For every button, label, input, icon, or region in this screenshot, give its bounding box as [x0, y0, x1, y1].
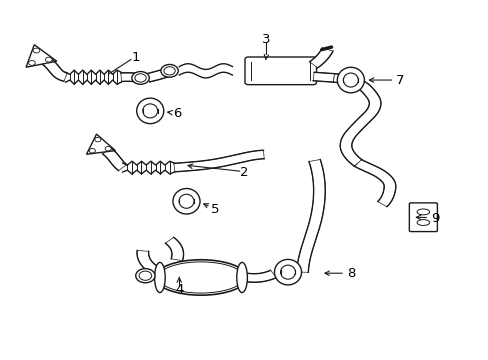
Ellipse shape: [236, 262, 247, 293]
Circle shape: [161, 64, 178, 77]
Polygon shape: [86, 134, 115, 154]
Polygon shape: [354, 159, 395, 207]
Text: 3: 3: [262, 33, 270, 46]
Text: 5: 5: [211, 203, 219, 216]
Text: 1: 1: [131, 50, 140, 63]
Polygon shape: [146, 68, 171, 82]
Ellipse shape: [173, 189, 200, 214]
Text: 6: 6: [172, 107, 181, 120]
Circle shape: [33, 48, 40, 53]
Polygon shape: [245, 270, 276, 282]
Ellipse shape: [337, 67, 364, 93]
Polygon shape: [137, 251, 163, 276]
Polygon shape: [333, 74, 380, 166]
Polygon shape: [165, 237, 183, 261]
Circle shape: [105, 147, 111, 151]
Text: 2: 2: [240, 166, 248, 179]
FancyBboxPatch shape: [244, 57, 316, 85]
Text: 9: 9: [430, 212, 439, 225]
Polygon shape: [26, 45, 57, 67]
Polygon shape: [121, 73, 142, 82]
Ellipse shape: [154, 262, 165, 293]
Polygon shape: [296, 159, 325, 272]
Polygon shape: [309, 48, 332, 68]
Circle shape: [95, 138, 101, 142]
Polygon shape: [312, 72, 334, 82]
Circle shape: [45, 57, 52, 62]
Ellipse shape: [155, 260, 246, 295]
Circle shape: [132, 72, 149, 84]
Circle shape: [136, 269, 155, 283]
Text: 7: 7: [395, 73, 404, 86]
Ellipse shape: [137, 98, 163, 123]
Text: 4: 4: [175, 283, 183, 296]
Polygon shape: [42, 58, 67, 81]
Text: 8: 8: [346, 267, 354, 280]
Polygon shape: [102, 148, 126, 171]
Circle shape: [89, 148, 95, 153]
Circle shape: [28, 60, 35, 66]
Ellipse shape: [274, 260, 301, 285]
FancyBboxPatch shape: [408, 203, 436, 231]
Polygon shape: [174, 150, 264, 172]
